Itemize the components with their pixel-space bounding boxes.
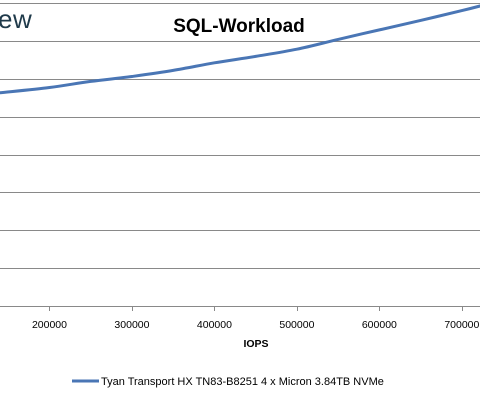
chart-title: SQL-Workload [173,16,305,37]
x-tick-labels: 200000 300000 400000 500000 600000 700000 [32,306,480,331]
x-tick-label: 500000 [279,319,314,331]
x-tick-label: 300000 [114,319,149,331]
x-axis-label: IOPS [243,338,268,350]
x-tick-label: 400000 [197,319,232,331]
x-tick-label: 700000 [444,319,479,331]
series-line [0,4,480,95]
x-tick-label: 600000 [362,319,397,331]
x-tick-label: 200000 [32,319,67,331]
legend-label: Tyan Transport HX TN83-B8251 4 x Micron … [101,376,384,388]
series-group [0,4,480,95]
gridlines [0,3,480,269]
logo-text: ew [0,4,33,34]
legend: Tyan Transport HX TN83-B8251 4 x Micron … [72,376,384,388]
